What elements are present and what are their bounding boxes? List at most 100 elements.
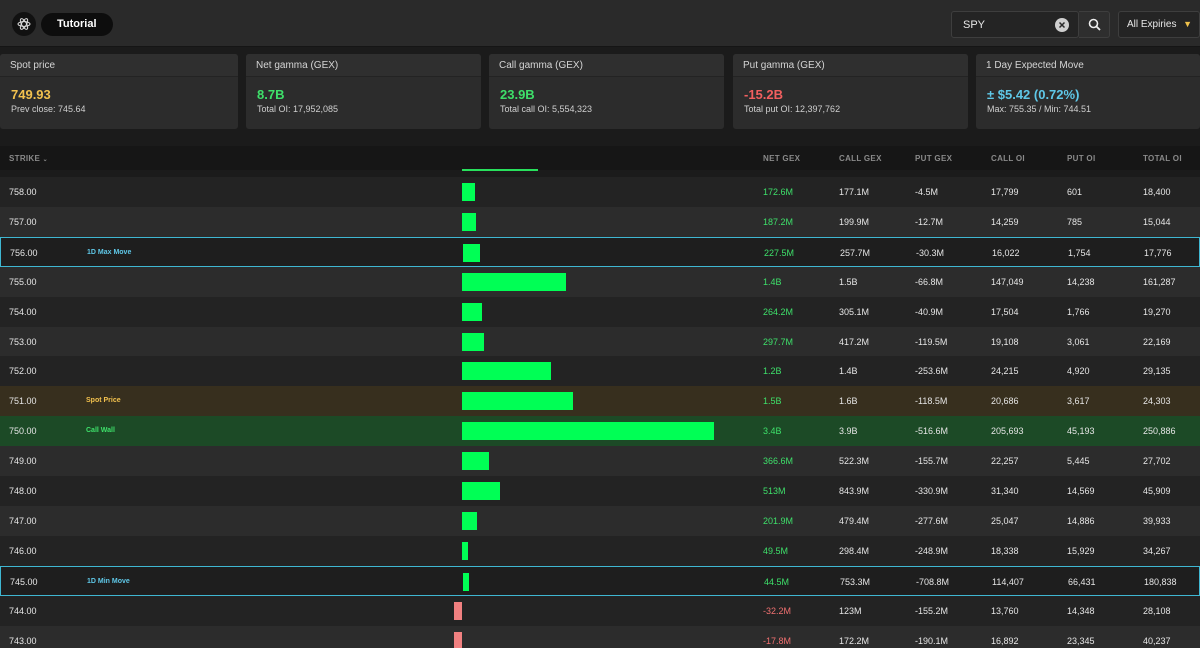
card-subtext: Max: 755.35 / Min: 744.51 <box>987 104 1092 114</box>
clear-icon[interactable] <box>1055 18 1069 32</box>
put-gex-cell: -708.8M <box>916 576 950 587</box>
put-gex-cell: -66.8M <box>915 276 944 287</box>
top-bar: Tutorial All Expiries ▼ <box>0 0 1200 47</box>
put-gex-cell: -155.2M <box>915 605 949 616</box>
table-row[interactable]: 749.00 366.6M 522.3M -155.7M 22,257 5,445 27,7… <box>0 446 1200 477</box>
table-row[interactable]: 757.00 187.2M 199.9M -12.7M 14,259 785 15,044 <box>0 206 1200 237</box>
call-oi-cell: 25,047 <box>991 515 1019 526</box>
column-header-put-gex[interactable]: PUT GEX <box>915 154 953 163</box>
total-oi-cell: 39,933 <box>1143 515 1171 526</box>
table-row[interactable]: 747.00 201.9M 479.4M -277.6M 25,047 14,886 39,… <box>0 505 1200 536</box>
put-gex-cell: -190.1M <box>915 635 949 646</box>
call-gex-cell: 298.4M <box>839 545 870 556</box>
call-oi-cell: 17,799 <box>991 187 1019 197</box>
net-gex-bar <box>462 392 574 411</box>
total-oi-cell: 22,169 <box>1143 336 1171 347</box>
table-row[interactable]: 743.00 -17.8M 172.2M -190.1M 16,892 23,345 40,… <box>0 625 1200 648</box>
put-oi-cell: 14,886 <box>1067 515 1095 526</box>
strike-cell: 748.00 <box>9 486 37 496</box>
table-row[interactable]: 754.00 264.2M 305.1M -40.9M 17,504 1,766 19,27… <box>0 296 1200 327</box>
net-gex-bar <box>454 631 462 648</box>
table-row[interactable]: 745.00 1D Min Move 44.5M 753.3M -708.8M 114,4… <box>0 565 1200 596</box>
net-gex-cell: 49.5M <box>763 545 789 556</box>
net-gex-cell: 264.2M <box>763 306 794 317</box>
card-value: 749.93 <box>11 87 51 102</box>
net-gex-bar <box>462 302 482 321</box>
card-value: 8.7B <box>257 87 285 102</box>
gex-bar-partial <box>462 169 538 171</box>
net-gex-bar <box>462 362 551 381</box>
card-title: Net gamma (GEX) <box>246 54 481 77</box>
put-gex-cell: -330.9M <box>915 486 949 496</box>
call-gex-cell: 3.9B <box>839 426 858 437</box>
strike-cell: 744.00 <box>9 605 37 616</box>
search-button[interactable] <box>1079 11 1110 38</box>
net-gex-bar <box>462 422 714 441</box>
put-oi-cell: 1,766 <box>1067 306 1090 317</box>
call-gamma-card: Call gamma (GEX) 23.9B Total call OI: 5,… <box>489 54 724 129</box>
column-header-call-oi[interactable]: CALL OI <box>991 154 1025 163</box>
total-oi-cell: 15,044 <box>1143 216 1171 227</box>
card-value: 23.9B <box>500 87 535 102</box>
strike-cell: 749.00 <box>9 456 37 467</box>
put-oi-cell: 601 <box>1067 187 1083 197</box>
put-oi-cell: 14,348 <box>1067 605 1095 616</box>
net-gex-cell: 1.5B <box>763 396 782 407</box>
table-row[interactable]: 751.00 Spot Price 1.5B 1.6B -118.5M 20,686 3,6… <box>0 386 1200 417</box>
column-header-strike[interactable]: STRIKE ⌄ <box>9 154 48 163</box>
level-tag: 1D Max Move <box>87 248 132 256</box>
put-oi-cell: 66,431 <box>1068 576 1096 587</box>
total-oi-cell: 180,838 <box>1144 576 1177 587</box>
table-row[interactable]: 755.00 1.4B 1.5B -66.8M 147,049 14,238 161,287 <box>0 266 1200 297</box>
expected-move-card: 1 Day Expected Move ± $5.42 (0.72%) Max:… <box>976 54 1200 129</box>
strike-cell: 745.00 <box>10 576 38 587</box>
net-gex-bar <box>462 183 475 201</box>
table-row[interactable]: 753.00 297.7M 417.2M -119.5M 19,108 3,061 22,1… <box>0 326 1200 357</box>
total-oi-cell: 24,303 <box>1143 396 1171 407</box>
net-gamma-card: Net gamma (GEX) 8.7B Total OI: 17,952,08… <box>246 54 481 129</box>
net-gex-cell: 1.2B <box>763 366 782 377</box>
put-gex-cell: -277.6M <box>915 515 949 526</box>
net-gex-bar <box>462 452 490 471</box>
put-oi-cell: 23,345 <box>1067 635 1095 646</box>
total-oi-cell: 27,702 <box>1143 456 1171 467</box>
strike-cell: 752.00 <box>9 366 37 377</box>
put-oi-cell: 3,061 <box>1067 336 1090 347</box>
put-oi-cell: 14,238 <box>1067 276 1095 287</box>
table-row[interactable]: 746.00 49.5M 298.4M -248.9M 18,338 15,929 34,2… <box>0 535 1200 566</box>
strike-cell: 755.00 <box>9 276 37 287</box>
card-subtext: Total put OI: 12,397,762 <box>744 104 841 114</box>
call-oi-cell: 205,693 <box>991 426 1024 437</box>
column-header-net-gex[interactable]: NET GEX <box>763 154 801 163</box>
table-row[interactable]: 758.00 172.6M 177.1M -4.5M 17,799 601 18,400 <box>0 177 1200 207</box>
net-gex-cell: -17.8M <box>763 635 792 646</box>
call-oi-cell: 24,215 <box>991 366 1019 377</box>
strike-cell: 753.00 <box>9 336 37 347</box>
net-gex-bar <box>462 212 476 231</box>
expiry-select[interactable]: All Expiries ▼ <box>1118 11 1200 38</box>
tutorial-button[interactable]: Tutorial <box>41 13 113 36</box>
expiry-select-label: All Expiries <box>1127 19 1177 30</box>
logo-icon[interactable] <box>12 12 36 36</box>
strike-cell: 747.00 <box>9 515 37 526</box>
column-header-total-oi[interactable]: TOTAL OI <box>1143 154 1182 163</box>
strike-cell: 757.00 <box>9 216 37 227</box>
table-row[interactable]: 756.00 1D Max Move 227.5M 257.7M -30.3M 16,02… <box>0 236 1200 267</box>
strike-cell: 754.00 <box>9 306 37 317</box>
net-gex-cell: 297.7M <box>763 336 794 347</box>
table-row[interactable]: 748.00 513M 843.9M -330.9M 31,340 14,569 45,90… <box>0 476 1200 506</box>
column-header-call-gex[interactable]: CALL GEX <box>839 154 882 163</box>
card-subtext: Total OI: 17,952,085 <box>257 104 339 114</box>
table-row[interactable]: 750.00 Call Wall 3.4B 3.9B -516.6M 205,693 45,… <box>0 416 1200 447</box>
card-subtext: Total call OI: 5,554,323 <box>500 104 593 114</box>
card-value: -15.2B <box>744 87 784 102</box>
call-oi-cell: 17,504 <box>991 306 1019 317</box>
put-oi-cell: 785 <box>1067 216 1083 227</box>
column-header-put-oi[interactable]: PUT OI <box>1067 154 1096 163</box>
call-oi-cell: 114,407 <box>992 576 1024 587</box>
net-gex-cell: 227.5M <box>764 247 795 258</box>
call-oi-cell: 16,022 <box>992 247 1020 258</box>
table-row[interactable]: 752.00 1.2B 1.4B -253.6M 24,215 4,920 29,135 <box>0 356 1200 387</box>
ticker-search-input[interactable] <box>952 12 1052 37</box>
table-row[interactable]: 744.00 -32.2M 123M -155.2M 13,760 14,348 28,10… <box>0 595 1200 626</box>
